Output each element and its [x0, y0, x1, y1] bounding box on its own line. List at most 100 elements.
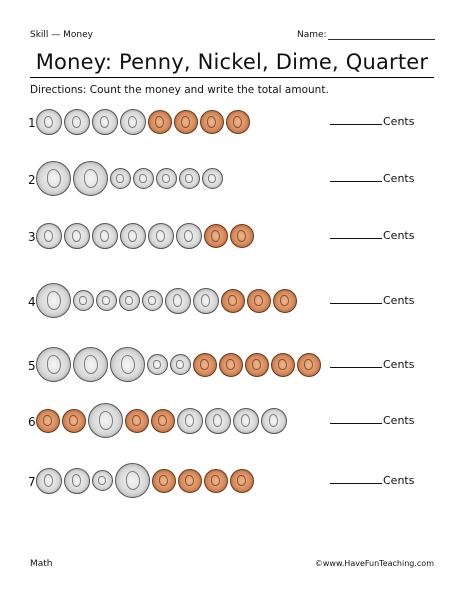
coin-portrait-icon	[153, 359, 161, 370]
coin-portrait-icon	[200, 358, 209, 371]
penny-coin-icon	[219, 352, 243, 377]
answer-field[interactable]: Cents	[330, 294, 414, 307]
penny-coin-icon	[36, 408, 60, 433]
answer-blank[interactable]	[330, 366, 382, 368]
coin-portrait-icon	[304, 358, 313, 371]
answer-field[interactable]: Cents	[330, 229, 414, 242]
penny-coin-icon	[193, 352, 217, 377]
penny-coin-icon	[271, 352, 295, 377]
coin-portrait-icon	[79, 295, 87, 306]
title-underline	[30, 77, 434, 78]
coin-portrait-icon	[181, 116, 190, 128]
answer-unit: Cents	[383, 115, 415, 128]
coin-portrait-icon	[162, 173, 170, 184]
quarter-coin-icon	[73, 161, 108, 196]
skill-label: Skill — Money	[30, 30, 93, 40]
coin-portrait-icon	[268, 414, 279, 427]
coin-portrait-icon	[46, 355, 62, 374]
coin-portrait-icon	[254, 294, 263, 307]
coin-portrait-icon	[71, 474, 82, 487]
answer-blank[interactable]	[330, 238, 382, 239]
quarter-coin-icon	[36, 161, 71, 196]
nickel-coin-icon	[176, 223, 202, 249]
nickel-coin-icon	[165, 287, 191, 314]
coin-portrait-icon	[183, 229, 194, 243]
coin-portrait-icon	[155, 229, 166, 243]
dime-coin-icon	[119, 290, 140, 311]
footer-subject: Math	[30, 559, 53, 569]
dime-coin-icon	[73, 290, 94, 311]
coin-portrait-icon	[184, 414, 195, 427]
footer-website: ©www.HaveFunTeaching.com	[314, 559, 434, 568]
coin-portrait-icon	[207, 116, 216, 128]
nickel-coin-icon	[205, 407, 231, 434]
answer-blank[interactable]	[330, 124, 382, 125]
coin-portrait-icon	[155, 116, 164, 128]
penny-coin-icon	[230, 224, 254, 248]
answer-unit: Cents	[383, 171, 415, 185]
coin-portrait-icon	[43, 229, 54, 243]
dime-coin-icon	[133, 168, 154, 189]
coin-portrait-icon	[211, 230, 220, 242]
answer-blank[interactable]	[330, 482, 382, 484]
coin-portrait-icon	[71, 115, 82, 129]
nickel-coin-icon	[120, 223, 146, 249]
problem-number: 4.	[28, 294, 40, 309]
coin-portrait-icon	[185, 474, 194, 487]
penny-coin-icon	[247, 288, 271, 313]
penny-coin-icon	[221, 288, 245, 313]
coin-portrait-icon	[280, 294, 289, 307]
coin-portrait-icon	[159, 474, 168, 487]
penny-coin-icon	[297, 352, 321, 377]
coin-portrait-icon	[125, 295, 133, 306]
coin-portrait-icon	[127, 229, 138, 243]
coin-portrait-icon	[43, 474, 54, 487]
coin-portrait-icon	[172, 294, 183, 307]
dime-coin-icon	[170, 354, 191, 375]
coin-portrait-icon	[98, 411, 114, 430]
penny-coin-icon	[230, 468, 254, 493]
penny-coin-icon	[178, 468, 202, 493]
penny-coin-icon	[204, 224, 228, 248]
worksheet-title: Money: Penny, Nickel, Dime, Quarter	[35, 50, 429, 74]
nickel-coin-icon	[92, 223, 118, 249]
answer-unit: Cents	[383, 413, 415, 427]
answer-field[interactable]: Cents	[330, 358, 414, 371]
coin-portrait-icon	[132, 414, 141, 427]
coin-portrait-icon	[120, 355, 136, 374]
coin-portrait-icon	[69, 414, 78, 427]
nickel-coin-icon	[36, 109, 62, 135]
answer-field[interactable]: Cents	[330, 414, 414, 427]
answer-blank[interactable]	[330, 302, 382, 304]
coin-portrait-icon	[228, 294, 237, 307]
answer-field[interactable]: Cents	[330, 115, 414, 128]
nickel-coin-icon	[92, 109, 118, 135]
coin-portrait-icon	[176, 359, 184, 370]
coin-portrait-icon	[46, 169, 62, 188]
dime-coin-icon	[202, 168, 223, 189]
coin-portrait-icon	[240, 414, 251, 427]
coin-portrait-icon	[148, 295, 156, 306]
nickel-coin-icon	[64, 467, 90, 494]
answer-blank[interactable]	[330, 180, 382, 182]
penny-coin-icon	[226, 110, 250, 134]
penny-coin-icon	[62, 408, 86, 433]
answer-field[interactable]: Cents	[330, 474, 414, 487]
problem-row: 3. Cents	[0, 222, 464, 262]
answer-unit: Cents	[383, 293, 415, 307]
nickel-coin-icon	[261, 407, 287, 434]
coin-portrait-icon	[99, 229, 110, 243]
dime-coin-icon	[156, 168, 177, 189]
dime-coin-icon	[92, 470, 113, 491]
directions: Directions: Count the money and write th…	[30, 84, 329, 96]
answer-unit: Cents	[383, 473, 415, 487]
quarter-coin-icon	[88, 403, 123, 438]
quarter-coin-icon	[73, 347, 108, 382]
coin-portrait-icon	[237, 474, 246, 487]
answer-blank[interactable]	[330, 422, 382, 424]
quarter-coin-icon	[115, 463, 150, 498]
coin-portrait-icon	[185, 173, 193, 184]
coin-portrait-icon	[99, 115, 110, 129]
answer-field[interactable]: Cents	[330, 172, 414, 185]
coin-portrait-icon	[237, 230, 246, 242]
